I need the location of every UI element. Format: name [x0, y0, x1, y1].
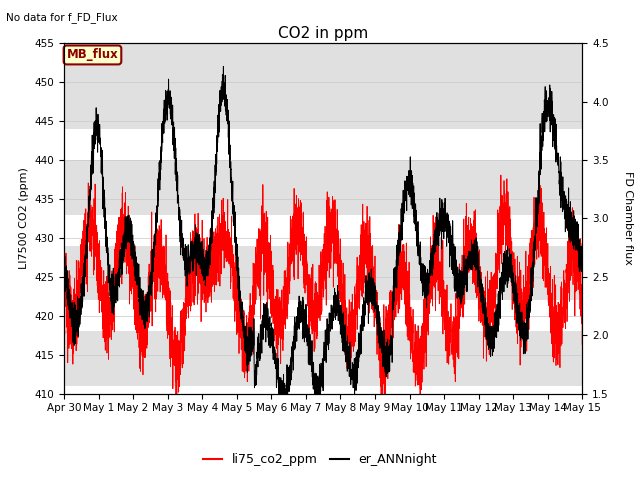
- Text: No data for f_FD_Flux: No data for f_FD_Flux: [6, 12, 118, 23]
- Bar: [64, 331, 582, 386]
- Bar: [64, 43, 582, 129]
- Title: CO2 in ppm: CO2 in ppm: [278, 25, 369, 41]
- Y-axis label: FD Chamber flux: FD Chamber flux: [623, 171, 632, 265]
- Bar: [64, 160, 582, 215]
- Y-axis label: LI7500 CO2 (ppm): LI7500 CO2 (ppm): [19, 168, 29, 269]
- Legend: li75_co2_ppm, er_ANNnight: li75_co2_ppm, er_ANNnight: [198, 448, 442, 471]
- Text: MB_flux: MB_flux: [67, 48, 118, 61]
- Bar: [64, 246, 582, 300]
